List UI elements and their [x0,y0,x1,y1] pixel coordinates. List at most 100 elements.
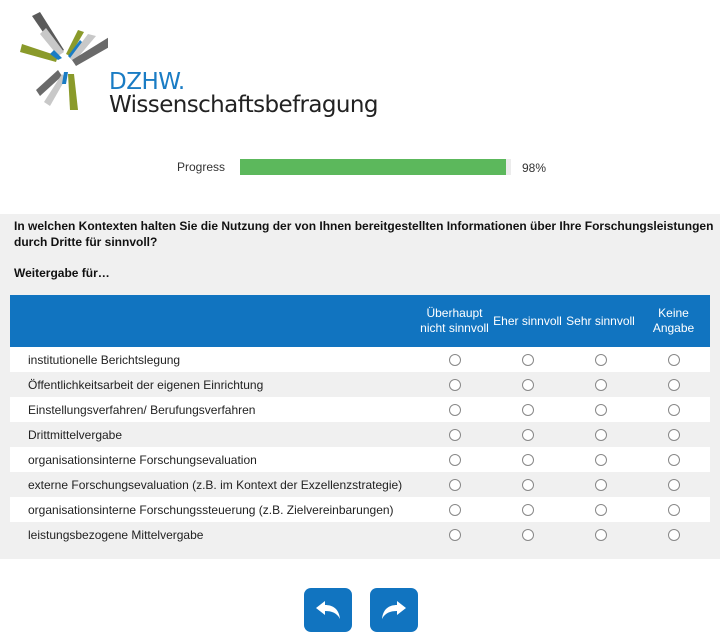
radio-button[interactable] [594,504,607,517]
question-subtext: Weitergabe für… [14,266,110,280]
matrix-option-cell[interactable] [418,447,491,472]
column-header: Überhaupt nicht sinnvoll [418,295,491,347]
matrix-option-cell[interactable] [564,497,637,522]
radio-button[interactable] [594,354,607,367]
logo-burst-icon [20,12,108,110]
radio-button[interactable] [521,379,534,392]
matrix-option-cell[interactable] [418,372,491,397]
radio-button[interactable] [448,479,461,492]
question-text: In welchen Kontexten halten Sie die Nutz… [14,219,714,249]
radio-button[interactable] [667,504,680,517]
matrix-option-cell[interactable] [491,372,564,397]
matrix-option-cell[interactable] [418,397,491,422]
matrix-row: Drittmittelvergabe [10,422,710,447]
radio-button[interactable] [521,504,534,517]
progress-section: Progress 98% [0,158,720,178]
matrix-row-label: Drittmittelvergabe [10,422,418,447]
matrix-row-label: institutionelle Berichtslegung [10,347,418,372]
matrix-option-cell[interactable] [637,372,710,397]
radio-button[interactable] [448,379,461,392]
radio-button[interactable] [594,429,607,442]
matrix-option-cell[interactable] [637,447,710,472]
progress-bar-fill [240,159,506,175]
matrix-row-label: leistungsbezogene Mittelvergabe [10,522,418,547]
matrix-option-cell[interactable] [564,397,637,422]
back-button[interactable] [304,588,352,632]
matrix-option-cell[interactable] [491,397,564,422]
matrix-option-cell[interactable] [637,422,710,447]
matrix-row-label: organisationsinterne Forschungsevaluatio… [10,447,418,472]
radio-button[interactable] [667,429,680,442]
matrix-option-cell[interactable] [491,347,564,372]
column-header: Eher sinnvoll [491,295,564,347]
matrix-option-cell[interactable] [491,422,564,447]
progress-percentage: 98% [522,161,547,175]
matrix-row: institutionelle Berichtslegung [10,347,710,372]
radio-button[interactable] [667,354,680,367]
matrix-row: externe Forschungsevaluation (z.B. im Ko… [10,472,710,497]
matrix-option-cell[interactable] [564,372,637,397]
matrix-option-cell[interactable] [637,497,710,522]
radio-button[interactable] [448,354,461,367]
matrix-option-cell[interactable] [418,472,491,497]
radio-button[interactable] [667,454,680,467]
column-header: Keine Angabe [637,295,710,347]
radio-button[interactable] [521,429,534,442]
radio-button[interactable] [448,529,461,542]
matrix-option-cell[interactable] [564,472,637,497]
matrix-row: organisationsinterne Forschungsevaluatio… [10,447,710,472]
radio-button[interactable] [667,479,680,492]
matrix-row: Einstellungsverfahren/ Berufungsverfahre… [10,397,710,422]
matrix-option-cell[interactable] [491,497,564,522]
matrix-option-cell[interactable] [564,522,637,547]
radio-button[interactable] [594,404,607,417]
matrix-option-cell[interactable] [418,522,491,547]
matrix-row-label: externe Forschungsevaluation (z.B. im Ko… [10,472,418,497]
matrix-option-cell[interactable] [491,472,564,497]
undo-arrow-icon [316,601,340,619]
radio-button[interactable] [521,454,534,467]
radio-button[interactable] [667,529,680,542]
logo-dzhw-text: DZHW. [109,69,185,95]
matrix-option-cell[interactable] [637,397,710,422]
matrix-option-cell[interactable] [564,422,637,447]
radio-button[interactable] [594,454,607,467]
dzhw-logo: DZHW. Wissenschaftsbefragung [18,12,378,118]
progress-bar [240,159,511,175]
radio-button[interactable] [448,404,461,417]
matrix-option-cell[interactable] [564,347,637,372]
matrix-row: Öffentlichkeitsarbeit der eigenen Einric… [10,372,710,397]
matrix-option-cell[interactable] [418,497,491,522]
radio-button[interactable] [594,379,607,392]
matrix-row: organisationsinterne Forschungssteuerung… [10,497,710,522]
radio-button[interactable] [448,454,461,467]
matrix-option-cell[interactable] [418,422,491,447]
radio-button[interactable] [448,504,461,517]
logo-wissenschaftsbefragung-text: Wissenschaftsbefragung [109,92,378,118]
matrix-option-cell[interactable] [637,347,710,372]
matrix-header-row: Überhaupt nicht sinnvoll Eher sinnvoll S… [10,295,710,347]
progress-label: Progress [177,160,226,174]
next-button[interactable] [370,588,418,632]
matrix-option-cell[interactable] [418,347,491,372]
radio-button[interactable] [594,529,607,542]
column-header: Sehr sinnvoll [564,295,637,347]
radio-button[interactable] [521,354,534,367]
matrix-option-cell[interactable] [564,447,637,472]
question-panel: In welchen Kontexten halten Sie die Nutz… [0,214,720,559]
matrix-header-blank [10,295,418,347]
radio-button[interactable] [521,529,534,542]
matrix-option-cell[interactable] [637,522,710,547]
radio-button[interactable] [667,404,680,417]
matrix-option-cell[interactable] [491,447,564,472]
matrix-option-cell[interactable] [637,472,710,497]
radio-button[interactable] [667,379,680,392]
response-matrix: Überhaupt nicht sinnvoll Eher sinnvoll S… [10,295,710,547]
radio-button[interactable] [521,404,534,417]
radio-button[interactable] [448,429,461,442]
radio-button[interactable] [521,479,534,492]
redo-arrow-icon [382,601,406,619]
radio-button[interactable] [594,479,607,492]
matrix-option-cell[interactable] [491,522,564,547]
matrix-row: leistungsbezogene Mittelvergabe [10,522,710,547]
